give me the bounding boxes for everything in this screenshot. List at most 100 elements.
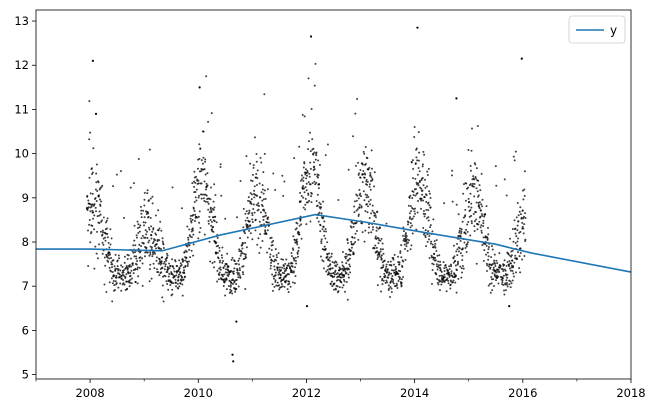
data-point: [165, 259, 168, 262]
outlier-point: [416, 26, 419, 29]
data-point: [333, 275, 336, 278]
data-point: [373, 212, 376, 215]
data-point: [129, 274, 132, 277]
data-point: [418, 151, 421, 154]
data-point: [275, 284, 278, 287]
data-point: [132, 182, 135, 185]
x-tick-label: 2010: [184, 386, 213, 400]
y-tick-label: 8: [22, 235, 29, 249]
data-point: [293, 259, 296, 262]
data-point: [464, 208, 467, 211]
data-point: [256, 194, 259, 197]
data-point: [101, 233, 104, 236]
data-point: [413, 210, 416, 213]
data-point: [120, 289, 123, 292]
data-point: [284, 262, 287, 265]
data-point: [229, 288, 232, 291]
data-point: [242, 242, 245, 245]
data-point: [401, 234, 404, 237]
data-point: [239, 254, 242, 257]
data-point: [511, 259, 514, 262]
data-point: [315, 151, 318, 154]
data-point: [390, 269, 393, 272]
data-point: [481, 198, 484, 201]
data-point: [461, 220, 464, 223]
data-point: [420, 197, 423, 200]
data-point: [385, 265, 388, 268]
data-point: [244, 212, 247, 215]
data-point: [231, 292, 234, 295]
data-point: [517, 220, 520, 223]
data-point: [151, 242, 154, 245]
data-point: [305, 189, 308, 192]
data-point: [501, 268, 504, 271]
data-point: [184, 264, 187, 267]
data-point: [273, 268, 276, 271]
data-point: [161, 256, 164, 259]
data-point: [431, 243, 434, 246]
data-point: [452, 244, 455, 247]
data-point: [186, 225, 189, 228]
data-point: [517, 214, 520, 217]
data-point: [307, 181, 310, 184]
data-point: [330, 252, 333, 255]
data-point: [117, 268, 120, 271]
data-point: [354, 232, 357, 235]
data-point: [416, 192, 419, 195]
data-point: [185, 256, 188, 259]
data-point: [494, 269, 497, 272]
data-point: [101, 252, 104, 255]
data-point: [221, 246, 224, 249]
data-point: [324, 227, 327, 230]
data-point: [146, 230, 148, 233]
data-point: [140, 216, 143, 219]
data-point: [388, 287, 390, 290]
data-point: [125, 265, 128, 268]
data-point: [183, 269, 186, 272]
data-point: [390, 272, 393, 275]
data-point: [293, 257, 296, 260]
data-point: [314, 62, 317, 65]
data-point: [368, 217, 371, 219]
data-point: [210, 186, 213, 189]
data-point: [245, 210, 248, 213]
data-point: [511, 249, 514, 252]
data-point: [155, 243, 158, 246]
data-point: [235, 216, 238, 219]
data-point: [209, 260, 212, 263]
data-point: [400, 284, 403, 287]
data-point: [150, 246, 153, 249]
data-point: [258, 220, 261, 223]
data-point: [256, 177, 259, 180]
x-tick-label: 2008: [75, 386, 104, 400]
data-point: [317, 159, 320, 162]
data-point: [304, 173, 307, 176]
data-point: [239, 237, 242, 240]
data-point: [282, 264, 285, 267]
data-point: [412, 190, 415, 193]
data-point: [164, 263, 167, 266]
data-point: [155, 259, 158, 262]
data-point: [109, 228, 112, 231]
data-point: [320, 206, 323, 209]
data-point: [216, 236, 219, 239]
data-point: [516, 251, 519, 254]
data-point: [236, 269, 239, 272]
data-point: [291, 247, 294, 250]
data-point: [263, 210, 266, 213]
data-point: [423, 196, 426, 199]
data-point: [100, 219, 103, 222]
data-point: [289, 285, 292, 288]
data-point: [91, 192, 94, 195]
data-point: [411, 159, 414, 162]
data-point: [459, 252, 462, 255]
data-point: [186, 265, 189, 268]
data-point: [343, 290, 346, 293]
data-point: [167, 267, 170, 270]
data-point: [98, 210, 101, 213]
data-point: [208, 211, 211, 214]
data-point: [454, 260, 457, 263]
data-point: [120, 277, 123, 280]
x-tick-label: 2016: [508, 386, 537, 400]
data-point: [261, 188, 264, 191]
